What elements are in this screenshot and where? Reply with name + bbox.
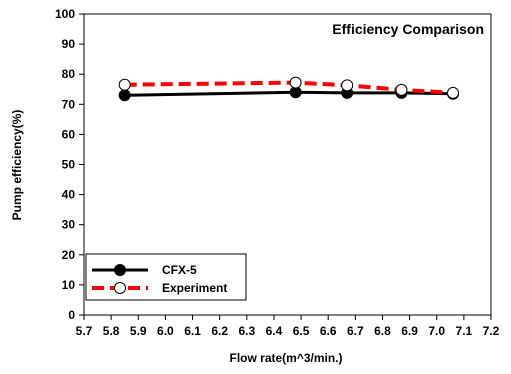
x-tick-label: 6.2 xyxy=(211,324,228,338)
x-tick-label: 7.0 xyxy=(428,324,445,338)
y-axis-label: Pump efficiency(%) xyxy=(10,110,24,221)
legend-marker-cfx-5 xyxy=(114,264,126,276)
y-tick-label: 70 xyxy=(62,97,76,111)
y-tick-label: 10 xyxy=(62,278,76,292)
x-tick-label: 6.3 xyxy=(238,324,255,338)
x-tick-label: 5.9 xyxy=(130,324,147,338)
legend-marker-experiment xyxy=(114,282,126,294)
x-tick-label: 6.5 xyxy=(293,324,310,338)
x-axis-label: Flow rate(m^3/min.) xyxy=(229,351,342,365)
x-tick-label: 5.8 xyxy=(103,324,120,338)
x-tick-label: 7.2 xyxy=(483,324,500,338)
x-tick-label: 7.1 xyxy=(456,324,473,338)
data-point-experiment xyxy=(289,76,302,89)
y-tick-label: 90 xyxy=(62,37,76,51)
y-tick-label: 100 xyxy=(55,7,75,21)
y-tick-label: 60 xyxy=(62,127,76,141)
x-tick-label: 6.8 xyxy=(374,324,391,338)
x-tick-label: 6.4 xyxy=(266,324,283,338)
data-point-experiment xyxy=(118,78,131,91)
legend: CFX-5 Experiment xyxy=(85,253,247,301)
x-tick-label: 6.1 xyxy=(184,324,201,338)
x-axis-ticks: 5.7 5.8 5.9 6.0 6.1 6.2 6.3 6.4 6.5 6.6 6.7 6.8 6.9 7… xyxy=(76,315,500,338)
x-tick-label: 6.0 xyxy=(157,324,174,338)
y-tick-label: 40 xyxy=(62,188,76,202)
data-point-experiment xyxy=(341,79,354,92)
data-point-cfx-5 xyxy=(118,89,131,102)
x-tick-label: 6.9 xyxy=(401,324,418,338)
x-tick-label: 5.7 xyxy=(76,324,93,338)
y-tick-label: 20 xyxy=(62,248,76,262)
y-axis-ticks: 0 10 20 30 40 50 60 70 80 90 100 xyxy=(55,7,84,322)
x-tick-label: 6.6 xyxy=(320,324,337,338)
legend-box xyxy=(85,253,247,301)
x-tick-label: 6.7 xyxy=(347,324,364,338)
y-tick-label: 0 xyxy=(68,308,75,322)
data-point-experiment xyxy=(395,83,408,96)
y-tick-label: 50 xyxy=(62,158,76,172)
chart-title: Efficiency Comparison xyxy=(332,21,484,37)
y-tick-label: 80 xyxy=(62,67,76,81)
y-tick-label: 30 xyxy=(62,218,76,232)
series-group xyxy=(118,76,460,102)
data-point-experiment xyxy=(447,86,460,99)
legend-label-experiment: Experiment xyxy=(162,281,227,295)
legend-label-cfx-5: CFX-5 xyxy=(162,263,197,277)
